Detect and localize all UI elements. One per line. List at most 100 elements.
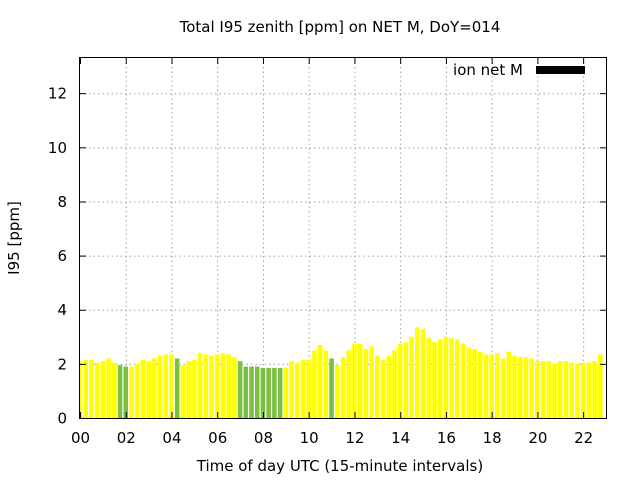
bar [312, 350, 317, 418]
x-tick-label: 02 [117, 429, 136, 447]
x-tick-label: 14 [391, 429, 410, 447]
bar [289, 361, 294, 418]
bar [409, 336, 414, 418]
bar [426, 338, 432, 418]
bar [243, 366, 249, 418]
bar [495, 353, 500, 418]
bar [254, 366, 260, 418]
bar [586, 362, 592, 418]
bar [477, 351, 483, 418]
bar [443, 336, 449, 418]
bar [174, 358, 180, 418]
y-tick-label: 0 [57, 410, 67, 428]
bar [197, 353, 203, 418]
bar [163, 354, 169, 418]
x-tick-label: 00 [71, 429, 90, 447]
legend: ion net M [453, 61, 585, 79]
bar [335, 365, 340, 418]
bar [329, 358, 334, 418]
grid [80, 58, 606, 418]
x-tick-label: 22 [574, 429, 593, 447]
bar [506, 351, 512, 418]
y-tick-label: 10 [48, 139, 67, 157]
y-tick-label: 8 [57, 193, 67, 211]
bar [140, 359, 146, 418]
bar [152, 358, 157, 418]
bar [272, 367, 277, 418]
bar [563, 361, 569, 418]
plot-frame [79, 57, 607, 419]
bar [209, 355, 214, 418]
bar [260, 367, 266, 418]
bar [323, 350, 329, 418]
bar [129, 366, 134, 418]
bar [535, 361, 540, 418]
bar [397, 343, 403, 418]
legend-swatch [536, 66, 585, 74]
bar [306, 359, 311, 418]
x-tick-label: 04 [162, 429, 181, 447]
x-tick-labels: 00 02 04 06 08 10 12 14 16 18 20 22 [71, 429, 593, 447]
bar [220, 353, 226, 418]
y-axis-label: I95 [ppm] [5, 201, 23, 275]
bar [420, 328, 426, 418]
bar [249, 366, 254, 418]
bar [392, 350, 397, 418]
bar [552, 363, 557, 418]
bar [117, 365, 123, 418]
x-tick-label: 16 [437, 429, 456, 447]
bar [523, 357, 529, 418]
axis-ticks [80, 58, 606, 419]
bar [300, 359, 306, 418]
y-tick-label: 4 [57, 301, 67, 319]
chart-title: Total I95 zenith [ppm] on NET M, DoY=014 [179, 18, 501, 36]
bar [106, 358, 111, 418]
bar [94, 362, 100, 418]
bar [466, 347, 472, 418]
bar [512, 355, 517, 418]
bar [437, 339, 443, 418]
bar [134, 363, 140, 418]
bar [232, 357, 237, 418]
bar [100, 361, 106, 418]
bar [192, 359, 197, 418]
bars [80, 327, 603, 418]
bar [569, 362, 574, 418]
bar [455, 339, 460, 418]
bar [592, 361, 597, 418]
x-tick-label: 18 [483, 429, 502, 447]
bar [500, 358, 506, 418]
bar [146, 361, 151, 418]
y-tick-label: 2 [57, 355, 67, 373]
bar [346, 350, 351, 418]
bar [357, 343, 363, 418]
bar [472, 348, 477, 418]
bar [403, 342, 409, 418]
bar [449, 338, 454, 418]
bar [89, 359, 94, 418]
bar [180, 365, 186, 418]
bar [557, 361, 563, 418]
x-tick-label: 08 [254, 429, 273, 447]
bar [214, 354, 220, 418]
bar [112, 362, 117, 418]
bar [352, 343, 357, 418]
bar [277, 367, 283, 418]
bar [237, 361, 243, 418]
y-tick-labels: 0 2 4 6 8 10 12 [48, 85, 67, 428]
x-tick-label: 06 [208, 429, 227, 447]
bar [540, 361, 546, 418]
bar [186, 361, 191, 418]
bar [340, 357, 346, 418]
bar [517, 357, 523, 418]
bar [598, 354, 603, 418]
bar [580, 362, 586, 418]
bar [575, 363, 580, 418]
bar [169, 354, 174, 418]
bar [375, 355, 380, 418]
x-tick-label: 20 [528, 429, 547, 447]
bar [83, 359, 88, 418]
bar [529, 358, 534, 418]
bar [317, 344, 323, 418]
